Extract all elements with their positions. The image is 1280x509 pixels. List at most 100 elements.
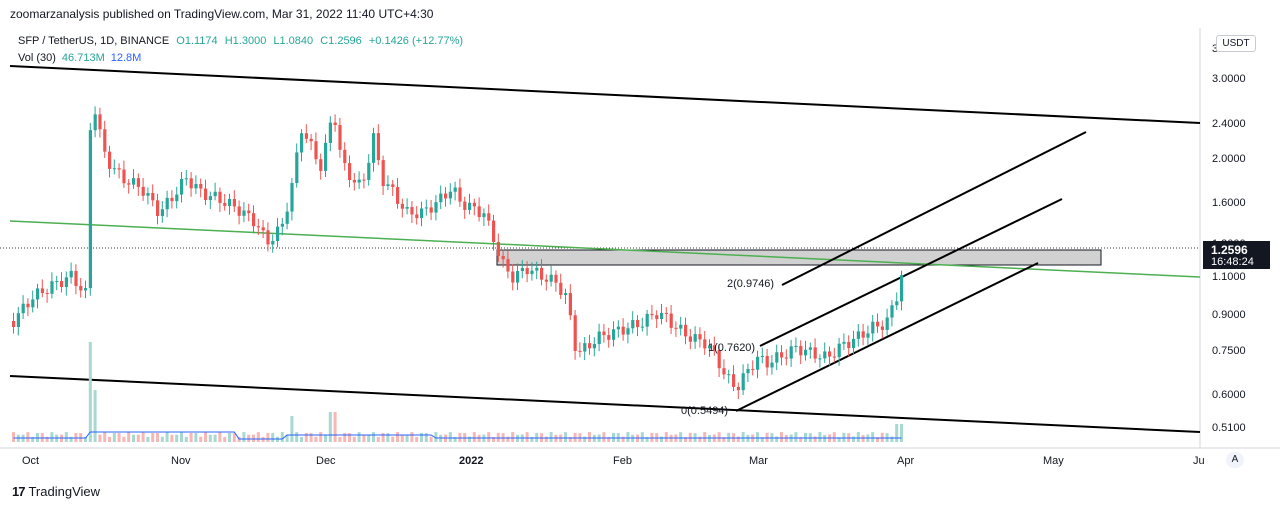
candle-body (261, 227, 265, 231)
volume-bar (530, 437, 534, 442)
price-change: +0.1426 (+12.77%) (368, 35, 464, 47)
candle-body (525, 267, 529, 275)
volume-bar (852, 436, 855, 442)
candle-body (136, 178, 140, 187)
candle-body (727, 374, 731, 376)
candle-body (98, 114, 102, 130)
candle-body (324, 142, 328, 171)
candle-body (156, 200, 160, 217)
candle-body (208, 196, 212, 200)
volume-bar (386, 433, 390, 442)
volume-bar (756, 432, 759, 442)
volume-legend[interactable]: Vol (30) 46.713M 12.8M (18, 52, 141, 64)
volume-bar (256, 432, 260, 442)
volume-bar (180, 432, 183, 442)
green-trendline[interactable] (9, 220, 1201, 278)
candle-body (290, 182, 294, 212)
volume-bar (357, 432, 361, 442)
volume-bar (213, 434, 217, 442)
bar-countdown: 16:48:24 (1211, 256, 1254, 268)
volume-bar (26, 432, 30, 442)
time-label: Ju (1193, 455, 1205, 467)
candle-body (818, 358, 822, 360)
candle-body (808, 347, 812, 350)
candle-body (194, 183, 198, 189)
candle-body (468, 202, 472, 210)
volume-bar (136, 434, 140, 442)
volume-bar (535, 432, 539, 442)
candle-body (184, 178, 188, 180)
volume-bar (890, 436, 894, 442)
volume-bar (343, 432, 347, 442)
candle-body (112, 168, 116, 170)
candle-body (506, 259, 510, 272)
candle-body (540, 267, 544, 280)
rising-channel-upper[interactable] (781, 131, 1087, 286)
candle-body (122, 169, 126, 184)
candle-body (400, 203, 404, 209)
candle-body (338, 124, 342, 150)
volume-bar (856, 432, 860, 442)
channel-top-line[interactable] (9, 65, 1201, 124)
candle-body (103, 129, 107, 152)
price-label: 2.4000 (1212, 118, 1246, 130)
candle-body (79, 286, 83, 291)
tradingview-logo[interactable]: 17 TradingView (12, 484, 100, 499)
volume-bar (362, 434, 366, 442)
candle-body (564, 293, 568, 296)
auto-scale-button[interactable]: A (1226, 452, 1244, 468)
price-chart[interactable]: 2(0.9746) 1(0.7620) 0(0.5494) 3.6000 3.0… (0, 28, 1280, 478)
publisher-line: zoomarzanalysis published on TradingView… (10, 7, 434, 21)
candle-body (256, 226, 260, 228)
candle-body (703, 339, 707, 349)
volume-bar (204, 432, 207, 442)
candle-body (573, 315, 577, 351)
candle-body (741, 373, 745, 391)
candle-body (880, 326, 884, 330)
volume-value: 46.713M (61, 52, 105, 64)
time-label: Dec (316, 455, 336, 467)
candle-body (621, 326, 625, 335)
candle-body (60, 281, 64, 287)
volume-bar (367, 434, 371, 442)
volume-bar (765, 432, 769, 442)
candle-body (645, 313, 649, 327)
candle-body (631, 320, 635, 329)
candle-body (852, 338, 856, 349)
volume-bar (487, 432, 491, 442)
candle-body (40, 288, 44, 293)
candle-body (391, 184, 395, 188)
volume-bar (794, 432, 798, 442)
volume-bar (381, 432, 385, 442)
candle-body (813, 347, 817, 359)
last-price-value: 1.2596 (1211, 243, 1248, 257)
volume-label[interactable]: Vol (30) (18, 52, 56, 64)
fib-label-1: 1(0.7620) (708, 342, 755, 354)
candle-body (448, 191, 452, 199)
volume-bar (458, 432, 462, 442)
volume-bar (391, 436, 395, 442)
candle-body (530, 270, 534, 275)
volume-bar (703, 432, 707, 442)
volume-bar (895, 424, 899, 442)
rising-channel-lower[interactable] (735, 262, 1039, 412)
candle-body (592, 344, 596, 349)
volume-bar (50, 432, 54, 442)
volume-ma-value: 12.8M (110, 52, 142, 64)
candle-body (650, 313, 654, 316)
volume-bar (468, 436, 471, 442)
volume-bar (688, 432, 692, 442)
candle-body (698, 334, 702, 340)
price-label: 0.5100 (1212, 422, 1246, 434)
symbol-legend[interactable]: SFP / TetherUS, 1D, BINANCE O1.1174 H1.3… (18, 35, 467, 47)
volume-bar (103, 432, 107, 442)
candle-body (93, 114, 97, 131)
candle-body (717, 350, 721, 369)
candle-body (55, 281, 59, 283)
channel-bottom-line[interactable] (9, 375, 1201, 433)
candle-body (487, 213, 491, 221)
symbol-name[interactable]: SFP / TetherUS, 1D, BINANCE (18, 35, 170, 47)
currency-button[interactable]: USDT (1216, 35, 1256, 52)
rising-channel-mid[interactable] (759, 198, 1063, 347)
candle-body (684, 324, 688, 337)
